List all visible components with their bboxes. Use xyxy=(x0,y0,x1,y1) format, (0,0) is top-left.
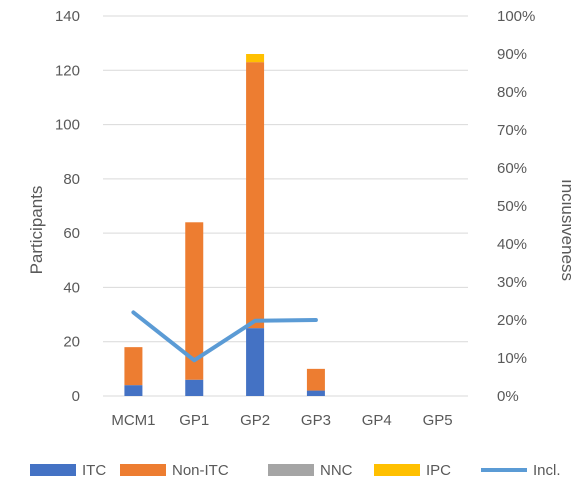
y2-tick-label: 60% xyxy=(497,160,527,177)
y-tick-label: 40 xyxy=(63,279,80,296)
legend-label: Non-ITC xyxy=(172,462,229,479)
x-tick-label: GP2 xyxy=(240,412,270,429)
x-tick-label: MCM1 xyxy=(111,412,155,429)
y-tick-label: 100 xyxy=(55,117,80,134)
legend-swatch xyxy=(268,464,314,476)
legend-label: ITC xyxy=(82,462,106,479)
y2-axis-title: Inclusiveness xyxy=(558,179,571,281)
y-tick-label: 120 xyxy=(55,62,80,79)
bar-itc xyxy=(306,390,325,396)
y-tick-label: 0 xyxy=(72,388,80,405)
y2-tick-label: 30% xyxy=(497,274,527,291)
line-incl xyxy=(131,310,318,363)
bars xyxy=(124,54,325,396)
bar-non-itc xyxy=(246,62,265,329)
right-axis-ticks: 0% 10% 20% 30% 40% 50% 60% 70% 80% 90% 100% xyxy=(497,8,535,405)
x-tick-label: GP1 xyxy=(179,412,209,429)
legend-label: IPC xyxy=(426,462,451,479)
y2-tick-label: 100% xyxy=(497,8,535,25)
legend: ITC Non-ITC NNC IPC Incl. xyxy=(30,462,561,479)
y-tick-label: 20 xyxy=(63,334,80,351)
y-tick-label: 140 xyxy=(55,8,80,25)
bar-itc xyxy=(246,328,265,396)
x-axis-ticks: MCM1 GP1 GP2 GP3 GP4 GP5 xyxy=(111,412,452,429)
y-tick-label: 80 xyxy=(63,171,80,188)
bar-non-itc xyxy=(306,368,325,391)
legend-swatch xyxy=(30,464,76,476)
y2-tick-label: 20% xyxy=(497,312,527,329)
left-axis-ticks: 0 20 40 60 80 100 120 140 xyxy=(55,8,80,405)
y2-tick-label: 70% xyxy=(497,122,527,139)
x-tick-label: GP5 xyxy=(423,412,453,429)
bar-ipc xyxy=(246,54,265,63)
bar-non-itc xyxy=(124,347,143,386)
legend-label: NNC xyxy=(320,462,353,479)
legend-swatch xyxy=(374,464,420,476)
gridlines xyxy=(103,15,468,397)
y2-tick-label: 80% xyxy=(497,84,527,101)
bar-itc xyxy=(185,379,204,396)
bar-non-itc xyxy=(185,222,204,380)
x-tick-label: GP4 xyxy=(362,412,392,429)
line-series xyxy=(131,310,318,363)
y2-tick-label: 90% xyxy=(497,46,527,63)
bar-itc xyxy=(124,385,143,396)
y-axis-title: Participants xyxy=(27,186,46,275)
x-tick-label: GP3 xyxy=(301,412,331,429)
y-tick-label: 60 xyxy=(63,225,80,242)
y2-tick-label: 0% xyxy=(497,388,519,405)
y2-tick-label: 40% xyxy=(497,236,527,253)
legend-swatch xyxy=(120,464,166,476)
y2-tick-label: 50% xyxy=(497,198,527,215)
y2-tick-label: 10% xyxy=(497,350,527,367)
legend-label: Incl. xyxy=(533,462,561,479)
